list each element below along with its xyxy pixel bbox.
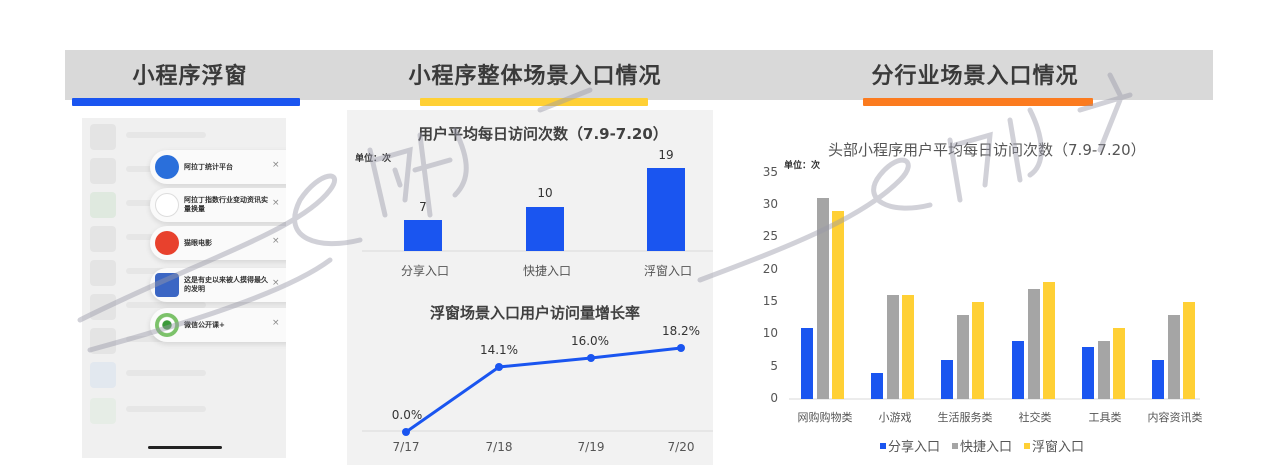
x-axis-label: 浮窗入口 — [643, 264, 692, 278]
x-axis-label: 7/20 — [667, 440, 695, 454]
bar-floating — [647, 168, 685, 251]
ghost-row — [90, 362, 270, 392]
y-tick: 20 — [762, 262, 778, 276]
legend-item-floating: 浮窗入口 — [1024, 436, 1084, 455]
line-chart-growth-rate — [362, 344, 713, 436]
point-value-label: 18.2% — [661, 324, 701, 338]
close-icon[interactable]: × — [272, 236, 280, 246]
section-underline-yellow — [420, 98, 648, 106]
header-band — [65, 50, 1213, 100]
float-item-label: 阿拉丁统计平台 — [184, 162, 233, 171]
phone-screenshot: 阿拉丁统计平台 × 阿拉丁指数行业变动资讯实量换量 × 猫眼电影 × 这是有史以… — [82, 118, 286, 458]
x-axis-label: 7/18 — [485, 440, 513, 454]
y-tick: 35 — [762, 165, 778, 179]
float-item-invention[interactable]: 这是有史以来被人摸得最久的发明 × — [150, 268, 286, 302]
float-item-maoyan[interactable]: 猫眼电影 × — [150, 226, 286, 260]
x-axis-label: 社交类 — [1018, 411, 1052, 424]
legend-item-shortcut: 快捷入口 — [952, 436, 1012, 455]
float-item-label: 这是有史以来被人摸得最久的发明 — [184, 276, 268, 293]
x-axis-label: 7/17 — [392, 440, 420, 454]
aladdin-index-logo-icon — [155, 193, 179, 217]
chart-title-industry-visits: 头部小程序用户平均每日访问次数（7.9-7.20） — [828, 141, 1146, 159]
ghost-row — [90, 124, 270, 154]
y-tick: 30 — [762, 197, 778, 211]
legend-swatch-gray — [952, 442, 959, 449]
point-value-label: 0.0% — [391, 408, 423, 422]
close-icon[interactable]: × — [272, 278, 280, 288]
wechat-open-class-logo-icon — [155, 313, 179, 337]
maoyan-logo-icon — [155, 231, 179, 255]
close-icon[interactable]: × — [272, 198, 280, 208]
unit-label: 单位：次 — [355, 154, 392, 164]
bar-share — [404, 220, 442, 251]
aladdin-logo-icon — [155, 155, 179, 179]
section-title-overall-entry: 小程序整体场景入口情况 — [408, 64, 662, 89]
float-item-aladdin-stats[interactable]: 阿拉丁统计平台 × — [150, 150, 286, 184]
x-axis-label: 小游戏 — [878, 411, 912, 424]
y-tick: 10 — [762, 326, 778, 340]
close-icon[interactable]: × — [272, 160, 280, 170]
legend-swatch-blue — [880, 442, 886, 449]
bar-value-label: 10 — [537, 186, 553, 200]
x-axis-label: 内容资讯类 — [1147, 411, 1203, 424]
legend-swatch-yellow — [1024, 442, 1031, 449]
close-icon[interactable]: × — [272, 318, 280, 328]
section-underline-orange — [863, 98, 1093, 106]
float-item-label: 阿拉丁指数行业变动资讯实量换量 — [184, 196, 268, 213]
x-axis-label: 网购购物类 — [797, 411, 853, 424]
chart-title-daily-visits: 用户平均每日访问次数（7.9-7.20） — [418, 125, 668, 143]
y-tick: 5 — [770, 359, 778, 373]
ghost-row — [90, 294, 270, 324]
section-title-industry-entry: 分行业场景入口情况 — [871, 64, 1079, 89]
bar-value-label: 7 — [419, 200, 427, 214]
point-value-label: 16.0% — [570, 334, 610, 348]
x-axis-label: 7/19 — [577, 440, 605, 454]
chart-legend: 分享入口 快捷入口 浮窗入口 — [880, 436, 1084, 455]
float-item-aladdin-index[interactable]: 阿拉丁指数行业变动资讯实量换量 × — [150, 188, 286, 222]
bar-chart-daily-visits — [362, 168, 713, 252]
grouped-bar-chart-industry — [789, 198, 1200, 400]
article-thumb-icon — [155, 273, 179, 297]
float-item-wechat-open-class[interactable]: 微信公开课+ × — [150, 308, 286, 342]
legend-label: 浮窗入口 — [1032, 440, 1085, 455]
float-item-label: 猫眼电影 — [184, 238, 212, 247]
chart-title-growth-rate: 浮窗场景入口用户访问量增长率 — [430, 304, 641, 322]
x-axis-label: 生活服务类 — [937, 411, 993, 424]
bar-shortcut — [526, 207, 564, 251]
legend-item-share: 分享入口 — [880, 436, 940, 455]
float-item-label: 微信公开课+ — [184, 320, 225, 329]
x-axis-label: 分享入口 — [400, 264, 449, 278]
y-tick: 15 — [762, 294, 778, 308]
legend-label: 分享入口 — [888, 440, 941, 455]
ghost-row — [90, 398, 270, 428]
section-title-floating-window: 小程序浮窗 — [132, 64, 248, 89]
y-tick: 0 — [770, 391, 778, 405]
x-axis-label: 快捷入口 — [522, 264, 571, 278]
legend-label: 快捷入口 — [960, 440, 1013, 455]
home-indicator — [148, 446, 222, 449]
unit-label: 单位：次 — [784, 161, 821, 171]
bar-value-label: 19 — [658, 148, 674, 162]
point-value-label: 14.1% — [479, 343, 519, 357]
y-tick: 25 — [762, 229, 778, 243]
x-axis-label: 工具类 — [1088, 411, 1122, 424]
section-underline-blue — [72, 98, 300, 106]
